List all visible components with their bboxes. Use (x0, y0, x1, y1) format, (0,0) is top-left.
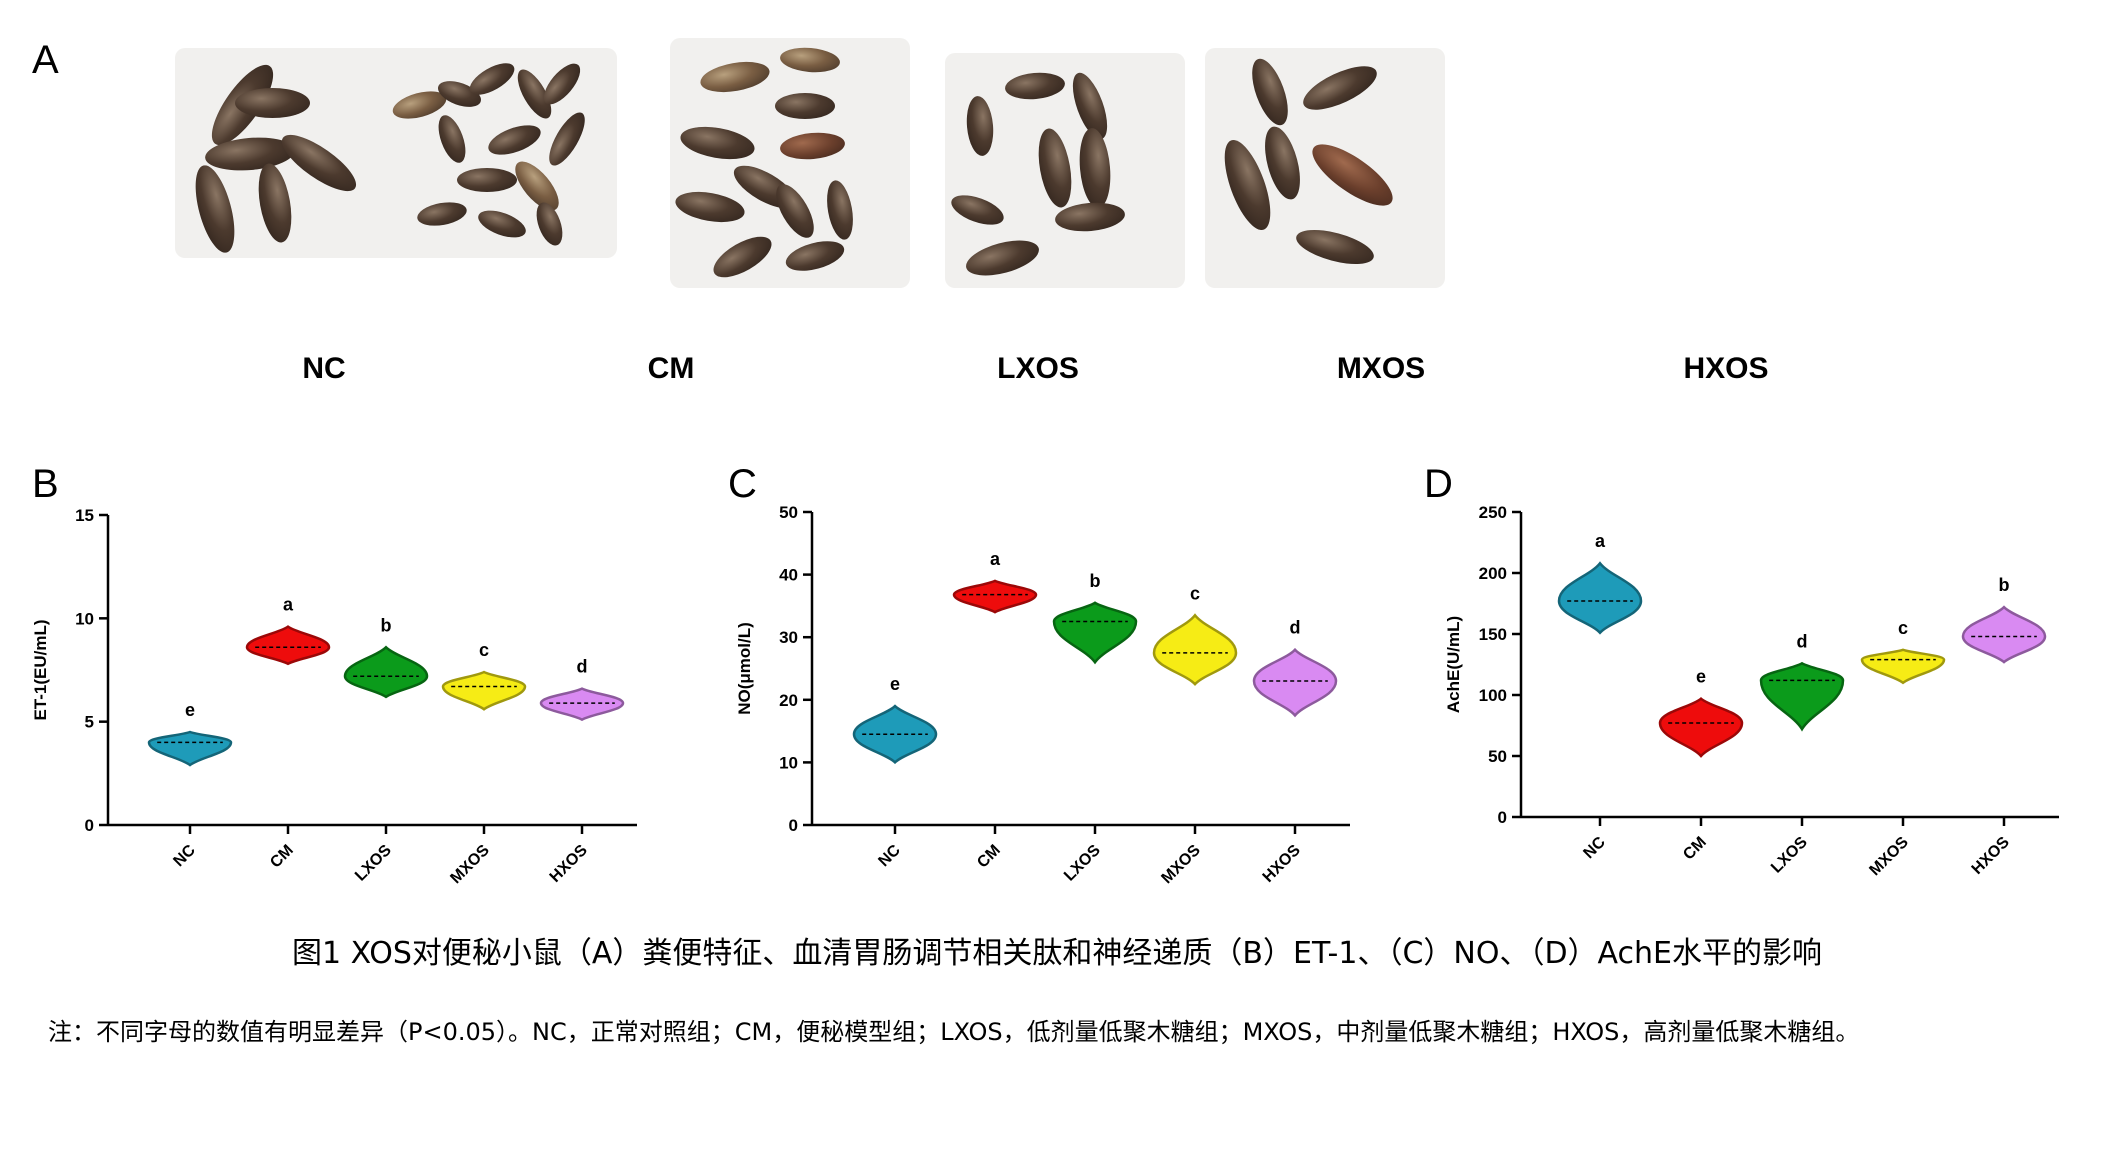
chart-no-ytick-label-1: 10 (779, 753, 798, 772)
panel-label-b: B (32, 462, 59, 506)
chart-ache-ytick-label-3: 150 (1479, 625, 1507, 644)
chart-ache-letter-lxos: d (1797, 631, 1808, 651)
chart-ache-xtick-label-nc: NC (1580, 833, 1609, 862)
feces-photo-lxos (670, 38, 910, 288)
chart-et1-ytick-label-3: 15 (75, 506, 94, 525)
chart-no-letter-cm: a (990, 549, 1001, 569)
chart-et1-y-label: ET-1(EU/mL) (31, 619, 50, 720)
feces-photo-panel (175, 38, 1865, 388)
chart-ache-violin-mxos (1860, 648, 1946, 685)
chart-no-letter-nc: e (890, 674, 900, 694)
chart-no-violin-nc (852, 704, 938, 765)
panel-label-c: C (728, 462, 757, 506)
chart-et1-xtick-label-cm: CM (267, 842, 297, 872)
chart-no-ytick-label-0: 0 (789, 816, 798, 835)
chart-ache-y-label: AchE(U/mL) (1444, 616, 1463, 713)
chart-ache-ytick-label-1: 50 (1488, 747, 1507, 766)
chart-ache-xtick-label-mxos: MXOS (1866, 834, 1912, 880)
photo-label-mxos: MXOS (1336, 352, 1426, 385)
chart-no-letter-hxos: d (1290, 618, 1301, 638)
chart-ache-violin-hxos (1961, 605, 2047, 664)
chart-no-violin-cm (952, 579, 1038, 614)
chart-no-xtick-label-lxos: LXOS (1061, 842, 1104, 885)
photo-label-lxos: LXOS (997, 352, 1079, 385)
chart-no-violin-lxos (1052, 601, 1138, 665)
chart-no-xtick-label-hxos: HXOS (1260, 842, 1304, 886)
chart-no-ytick-label-2: 20 (779, 691, 798, 710)
chart-no-ytick-label-4: 40 (779, 566, 798, 585)
chart-ache-violin-cm (1658, 697, 1744, 758)
chart-et1-letter-mxos: c (479, 640, 489, 660)
chart-ache-xtick-label-cm: CM (1680, 834, 1710, 864)
chart-et1-violin-hxos (539, 687, 625, 722)
photo-label-hxos: HXOS (1683, 352, 1769, 385)
chart-ache-letter-mxos: c (1898, 618, 1908, 638)
chart-et1-violin-cm (245, 625, 331, 666)
chart-et1-ytick-label-1: 5 (85, 713, 94, 732)
chart-et1-letter-cm: a (283, 595, 294, 615)
chart-ache-violin-lxos (1759, 661, 1845, 732)
photo-label-cm: CM (647, 352, 695, 385)
chart-et1-ytick-label-0: 0 (85, 816, 94, 835)
chart-ache-xtick-label-lxos: LXOS (1768, 834, 1811, 877)
chart-et1-xtick-label-hxos: HXOS (547, 842, 591, 886)
panel-label-d: D (1424, 462, 1453, 506)
photo-label-nc: NC (302, 352, 346, 385)
chart-ache-ytick-label-2: 100 (1479, 686, 1507, 705)
chart-ache-ytick-label-0: 0 (1498, 808, 1507, 827)
feces-photo-cm (387, 48, 617, 258)
panel-label-a: A (32, 38, 59, 82)
chart-et1-violin-lxos (343, 645, 429, 699)
chart-no-ytick-label-5: 50 (779, 503, 798, 522)
chart-no-xtick-label-nc: NC (875, 841, 904, 870)
chart-et1-letter-nc: e (185, 700, 195, 720)
chart-et1-xtick-label-nc: NC (170, 841, 199, 870)
chart-ache-letter-hxos: b (1999, 575, 2010, 595)
chart-no-violin-mxos (1152, 613, 1238, 686)
chart-no-letter-mxos: c (1190, 583, 1200, 603)
chart-ache-violin-nc (1557, 561, 1643, 635)
chart-et1-xtick-label-mxos: MXOS (447, 842, 493, 888)
chart-et1-ytick-label-2: 10 (75, 609, 94, 628)
chart-no-xtick-label-cm: CM (974, 842, 1004, 872)
chart-et1-letter-hxos: d (577, 657, 588, 677)
chart-ache-letter-nc: a (1595, 531, 1606, 551)
chart-no-letter-lxos: b (1090, 571, 1101, 591)
chart-no-violin-hxos (1252, 647, 1338, 718)
feces-photo-hxos (1205, 48, 1445, 288)
feces-photo-mxos (945, 53, 1185, 288)
chart-no-ytick-label-3: 30 (779, 628, 798, 647)
chart-ache-xtick-label-hxos: HXOS (1969, 834, 2013, 878)
chart-et1-letter-lxos: b (381, 615, 392, 635)
chart-et1-violin-mxos (441, 670, 527, 711)
chart-no-y-label: NO(μmol/L) (735, 622, 754, 715)
figure-note: 注：不同字母的数值有明显差异（P<0.05）。NC，正常对照组；CM，便秘模型组… (48, 1018, 1860, 1046)
chart-et1-xtick-label-lxos: LXOS (352, 842, 395, 885)
figure-caption: 图1 XOS对便秘小鼠（A）粪便特征、血清胃肠调节相关肽和神经递质（B）ET-1… (291, 936, 1822, 971)
chart-ache-letter-cm: e (1696, 667, 1706, 687)
chart-no-xtick-label-mxos: MXOS (1158, 842, 1204, 888)
chart-ache-ytick-label-5: 250 (1479, 503, 1507, 522)
chart-ache-ytick-label-4: 200 (1479, 564, 1507, 583)
chart-et1-violin-nc (147, 730, 233, 767)
